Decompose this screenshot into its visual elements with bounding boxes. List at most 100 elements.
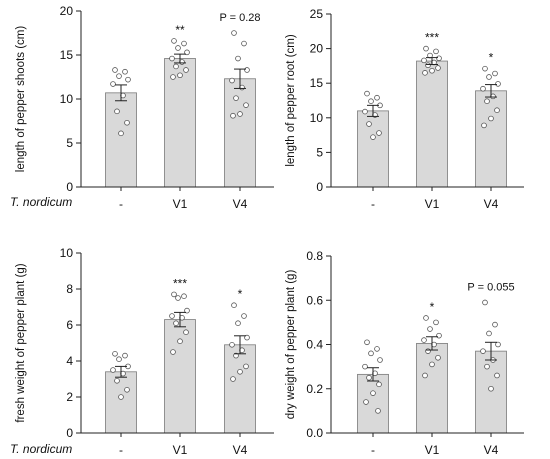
data-point	[114, 377, 120, 384]
data-point	[494, 107, 500, 113]
x-tick-label: V4	[233, 443, 248, 457]
data-point	[112, 67, 118, 73]
data-point	[433, 319, 439, 326]
data-point	[488, 385, 494, 392]
x-tick-label: V4	[484, 197, 499, 211]
row-label-bottom: T. nordicum	[10, 442, 72, 456]
significance-label: ***	[173, 276, 187, 290]
data-point	[237, 111, 243, 117]
y-tick-label: 8	[66, 282, 73, 296]
y-tick-label: 5	[316, 145, 323, 159]
data-point	[495, 341, 501, 348]
x-tick-label: V1	[425, 197, 440, 211]
data-point	[427, 326, 433, 332]
bar	[164, 319, 196, 434]
panel-shoot-length: 0 5 10 15 20 - V1 V4 ** P = 0.28 length of pepper …	[15, 4, 274, 211]
data-point	[175, 295, 181, 301]
y-tick-label: 0.4	[306, 338, 323, 352]
data-point	[363, 399, 369, 405]
p-value-label: P = 0.28	[219, 12, 260, 24]
bar	[224, 344, 256, 434]
data-point	[435, 65, 441, 71]
bar	[357, 110, 389, 188]
data-point	[231, 302, 237, 309]
data-point	[235, 320, 241, 327]
data-point	[368, 350, 374, 357]
data-point	[243, 363, 249, 370]
y-tick-label: 5	[66, 136, 73, 150]
data-point	[495, 81, 501, 87]
row-label-top: T. nordicum	[10, 195, 72, 209]
x-tick-label: -	[371, 443, 375, 457]
y-tick-label: 15	[310, 76, 324, 90]
data-point	[122, 68, 128, 75]
data-point	[125, 76, 131, 83]
data-point	[376, 130, 382, 136]
data-point	[482, 299, 488, 306]
x-tick-label: V1	[425, 443, 440, 457]
data-point	[184, 307, 190, 314]
data-point	[422, 70, 428, 76]
significance-label: **	[175, 23, 185, 37]
data-point	[244, 334, 250, 341]
data-point	[241, 40, 247, 47]
data-point	[484, 363, 490, 370]
data-point	[169, 55, 175, 62]
data-point	[482, 65, 488, 72]
data-point	[175, 45, 181, 51]
data-point	[235, 55, 241, 62]
data-point	[233, 352, 239, 359]
data-point	[370, 390, 376, 396]
data-point	[362, 363, 368, 370]
data-point	[422, 372, 428, 379]
data-point	[169, 313, 175, 319]
data-point	[368, 98, 374, 104]
data-point	[230, 112, 236, 119]
y-axis-title: fresh weight of pepper plant (g)	[15, 263, 27, 422]
data-point	[421, 57, 427, 64]
data-point	[237, 368, 243, 375]
data-point	[171, 38, 177, 44]
data-point	[486, 330, 492, 337]
data-point	[492, 321, 498, 328]
y-tick-label: 2	[66, 390, 73, 404]
data-point	[421, 337, 427, 343]
y-tick-label: 0.8	[306, 249, 323, 263]
data-point	[116, 356, 122, 363]
data-point	[435, 354, 441, 361]
data-point	[171, 291, 177, 298]
data-point	[362, 108, 368, 115]
data-point	[233, 95, 239, 101]
x-tick-label: V4	[233, 197, 248, 211]
bar	[105, 371, 137, 434]
data-point	[436, 55, 442, 62]
y-axis-title: length of pepper root (cm)	[285, 34, 297, 166]
data-point	[375, 408, 381, 414]
data-point	[122, 352, 128, 359]
bar	[475, 350, 507, 434]
y-tick-label: 20	[60, 4, 74, 18]
x-tick-label: -	[371, 197, 375, 211]
bar	[416, 342, 448, 434]
data-point	[116, 73, 122, 79]
data-point	[243, 102, 249, 108]
data-point	[170, 74, 176, 80]
y-tick-label: 10	[310, 111, 324, 125]
data-point	[486, 74, 492, 80]
data-point	[177, 72, 183, 79]
data-point	[433, 48, 439, 55]
data-point	[374, 94, 380, 101]
data-point	[429, 361, 435, 368]
bar	[224, 78, 256, 188]
panel-dry-weight: 0.0 0.2 0.4 0.6 0.8 - V1 V4 * P = 0.055 dry weight…	[285, 249, 524, 457]
data-point	[366, 121, 372, 127]
data-point	[366, 374, 372, 381]
significance-label: ***	[425, 31, 439, 45]
data-point	[110, 367, 116, 373]
data-point	[436, 332, 442, 339]
data-point	[480, 85, 486, 92]
data-point	[492, 70, 498, 77]
data-point	[118, 130, 124, 137]
